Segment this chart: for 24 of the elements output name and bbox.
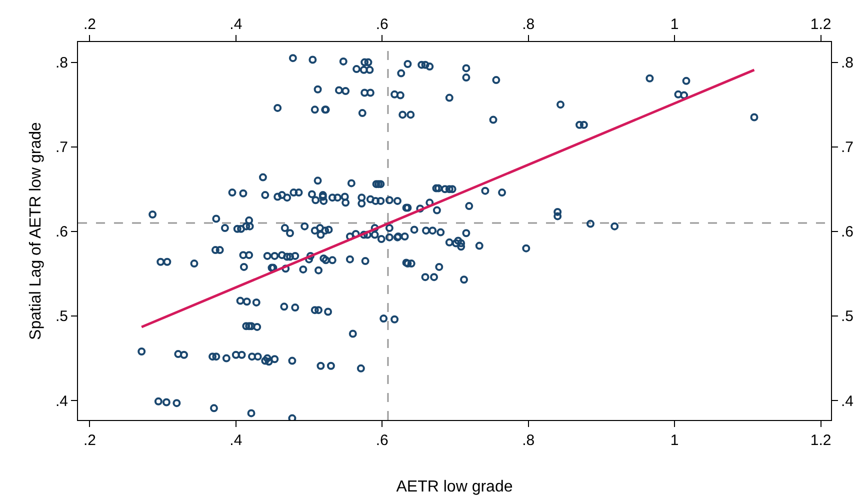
x2-tick-label: 1.2 — [810, 432, 832, 449]
x2-tick-label: .6 — [376, 432, 388, 449]
x-tick-label: .8 — [522, 16, 535, 33]
y-tick-label: .4 — [55, 392, 68, 410]
x-tick-label: .4 — [230, 16, 242, 33]
y2-tick-label: .6 — [841, 224, 854, 241]
y-tick-label: .5 — [55, 308, 68, 326]
y2-tick-label: .5 — [841, 308, 854, 326]
x2-tick-label: 1 — [670, 432, 679, 449]
y2-tick-label: .7 — [841, 139, 854, 156]
y-tick-label: .6 — [55, 224, 68, 241]
x-tick-label: .2 — [83, 16, 96, 33]
y-axis-title: Spatial Lag of AETR low grade — [27, 122, 44, 340]
x-tick-label: 1 — [670, 16, 679, 33]
y-tick-label: .8 — [55, 54, 68, 72]
y2-tick-label: .4 — [841, 392, 854, 410]
x2-tick-label: .4 — [230, 432, 242, 449]
y-tick-label: .7 — [55, 139, 68, 156]
x2-tick-label: .8 — [522, 432, 535, 449]
y2-tick-label: .8 — [841, 54, 854, 72]
x-axis-title: AETR low grade — [396, 478, 513, 496]
x2-tick-label: .2 — [83, 432, 96, 449]
x-tick-label: .6 — [376, 16, 388, 33]
x-tick-label: 1.2 — [810, 16, 832, 33]
